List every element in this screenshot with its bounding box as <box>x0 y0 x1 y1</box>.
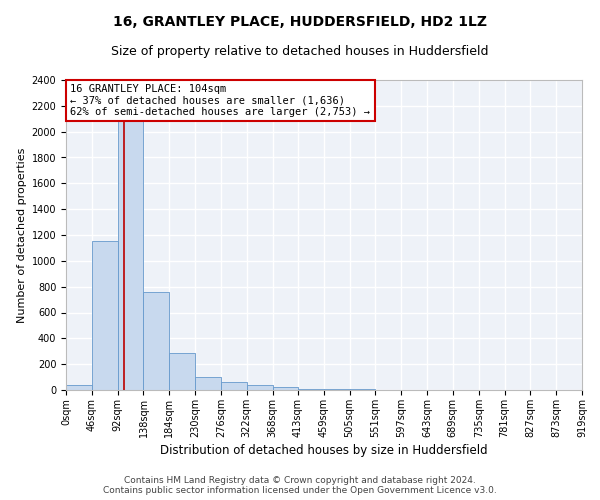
Text: Size of property relative to detached houses in Huddersfield: Size of property relative to detached ho… <box>111 45 489 58</box>
Text: 16 GRANTLEY PLACE: 104sqm
← 37% of detached houses are smaller (1,636)
62% of se: 16 GRANTLEY PLACE: 104sqm ← 37% of detac… <box>70 84 370 117</box>
Bar <box>169 352 195 390</box>
Bar <box>195 377 221 390</box>
Bar <box>298 388 324 390</box>
Text: 16, GRANTLEY PLACE, HUDDERSFIELD, HD2 1LZ: 16, GRANTLEY PLACE, HUDDERSFIELD, HD2 1L… <box>113 15 487 29</box>
X-axis label: Distribution of detached houses by size in Huddersfield: Distribution of detached houses by size … <box>160 444 488 457</box>
Bar <box>92 242 118 390</box>
Bar <box>221 382 247 390</box>
Bar <box>66 385 92 390</box>
Bar <box>143 292 169 390</box>
Y-axis label: Number of detached properties: Number of detached properties <box>17 148 28 322</box>
Text: Contains HM Land Registry data © Crown copyright and database right 2024.
Contai: Contains HM Land Registry data © Crown c… <box>103 476 497 495</box>
Bar <box>118 106 143 390</box>
Bar <box>272 388 298 390</box>
Bar <box>324 389 350 390</box>
Bar <box>247 385 272 390</box>
